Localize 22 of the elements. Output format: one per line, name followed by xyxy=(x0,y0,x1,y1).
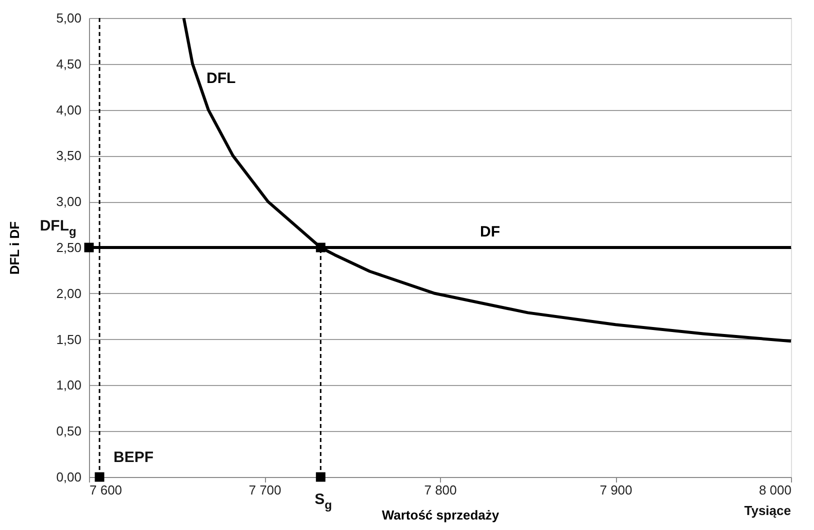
y-axis-title: DFL i DF xyxy=(7,221,22,275)
x-tick-label: 8 000 xyxy=(758,482,792,498)
y-tick-label: 2,00 xyxy=(56,286,82,301)
text: Tysiące xyxy=(744,503,791,518)
y-tick-label: 0,50 xyxy=(56,424,82,439)
y-tick-label: 4,50 xyxy=(56,56,82,72)
x-tick-label: 7 900 xyxy=(600,482,632,498)
y-tick-label: 1,50 xyxy=(56,332,82,347)
x-tick-label: 7 600 xyxy=(90,482,122,498)
x-tick-label: 7 700 xyxy=(248,482,282,498)
x-axis-title: Wartość sprzedaży xyxy=(382,508,500,522)
y-tick-label: 5,00 xyxy=(56,10,82,26)
x-tick-label: 7 800 xyxy=(424,482,457,498)
y-tick-label: 4,00 xyxy=(56,102,82,118)
y-tick-label: 1,00 xyxy=(56,378,82,393)
y-tick-label: 0,00 xyxy=(56,470,82,484)
y-tick-label: 3,50 xyxy=(56,148,82,164)
y-tick-label: 3,00 xyxy=(56,194,82,210)
annotation: BEPF xyxy=(114,449,154,466)
series-label: DFL xyxy=(206,70,236,87)
series-label: DF xyxy=(480,224,500,240)
y-tick-label: 2,50 xyxy=(56,240,82,255)
